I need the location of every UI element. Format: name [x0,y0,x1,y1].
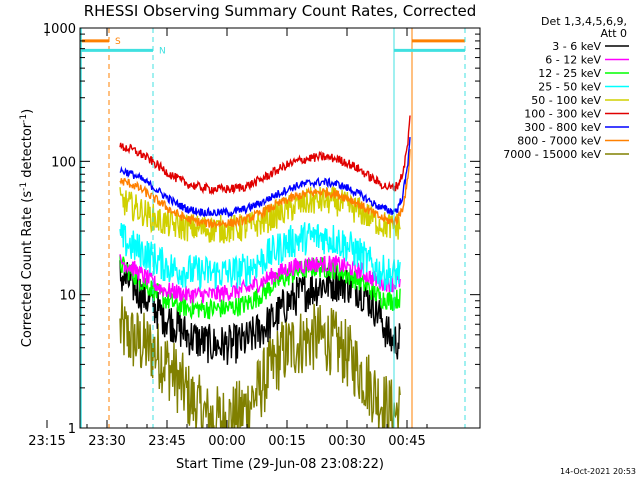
x-tick-label: 00:30 [328,434,365,449]
series-line-25-50-kev [119,222,401,292]
x-tick-label: 23:30 [88,434,125,449]
x-tick-label: 00:45 [388,434,425,449]
y-axis-label: Corrected Count Rate (s-1 detector-1) [19,109,35,347]
x-tick-label: 23:15 [28,434,65,449]
overlay-s: S [80,28,121,428]
series-line-50-100-kev [119,185,401,244]
y-tick-label: 1000 [43,22,76,37]
legend-label: 800 - 7000 keV [517,135,601,148]
overlay-n: N [80,28,166,428]
legend-label: 6 - 12 keV [545,54,601,67]
overlay-right-0 [411,28,466,428]
x-axis-label: Start Time (29-Jun-08 23:08:22) [176,457,384,472]
overlay-label-n: N [159,46,166,56]
series-line-100-300-kev [119,115,411,196]
series-line-300-800-kev [119,137,411,219]
legend-header: Det 1,3,4,5,6,9, [541,15,627,28]
legend-label: 3 - 6 keV [552,40,601,53]
series-line-800-7000-kev [119,149,411,230]
x-tick-label: 00:15 [268,434,305,449]
legend-label: 100 - 300 keV [524,108,601,121]
legend-label: 25 - 50 keV [538,81,601,94]
overlay-right-1 [393,28,466,428]
legend-label: 300 - 800 keV [524,121,601,134]
series-line-7000-15000-kev [119,296,401,428]
timestamp: 14-Oct-2021 20:53 [560,467,636,476]
legend-label: 7000 - 15000 keV [503,148,601,161]
y-tick-label: 100 [51,155,76,170]
legend-header: Att 0 [601,27,627,40]
plot-frame [79,27,481,429]
legend-label: 50 - 100 keV [531,94,601,107]
x-tick-label: 23:45 [148,434,185,449]
y-tick-label: 10 [59,289,76,304]
chart-title: RHESSI Observing Summary Count Rates, Co… [84,2,477,20]
overlay-label-s: S [115,37,121,47]
series-line-12-25-kev [119,255,401,320]
legend-label: 12 - 25 keV [538,67,601,80]
x-tick-label: 00:00 [208,434,245,449]
y-tick-label: 1 [68,422,76,437]
